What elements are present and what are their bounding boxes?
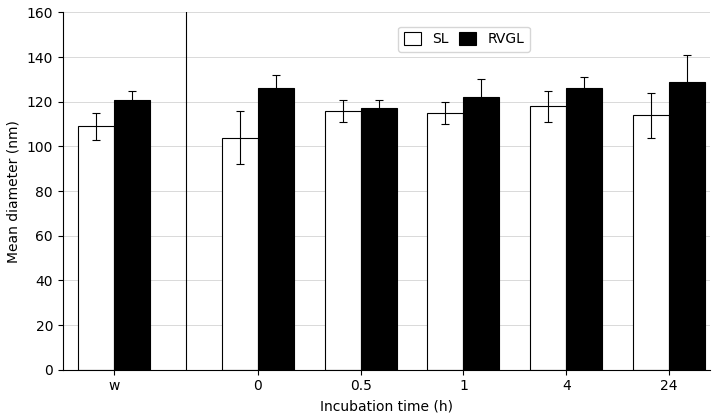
- Bar: [78, 126, 114, 370]
- Bar: [258, 88, 294, 370]
- Bar: [222, 137, 258, 370]
- Bar: [361, 108, 397, 370]
- Bar: [114, 100, 150, 370]
- Bar: [669, 81, 705, 370]
- Bar: [566, 88, 602, 370]
- X-axis label: Incubation time (h): Incubation time (h): [320, 399, 453, 413]
- Bar: [325, 111, 361, 370]
- Bar: [463, 97, 500, 370]
- Y-axis label: Mean diameter (nm): Mean diameter (nm): [7, 120, 21, 262]
- Legend: SL, RVGL: SL, RVGL: [399, 26, 530, 52]
- Bar: [427, 113, 463, 370]
- Bar: [633, 115, 669, 370]
- Bar: [531, 106, 566, 370]
